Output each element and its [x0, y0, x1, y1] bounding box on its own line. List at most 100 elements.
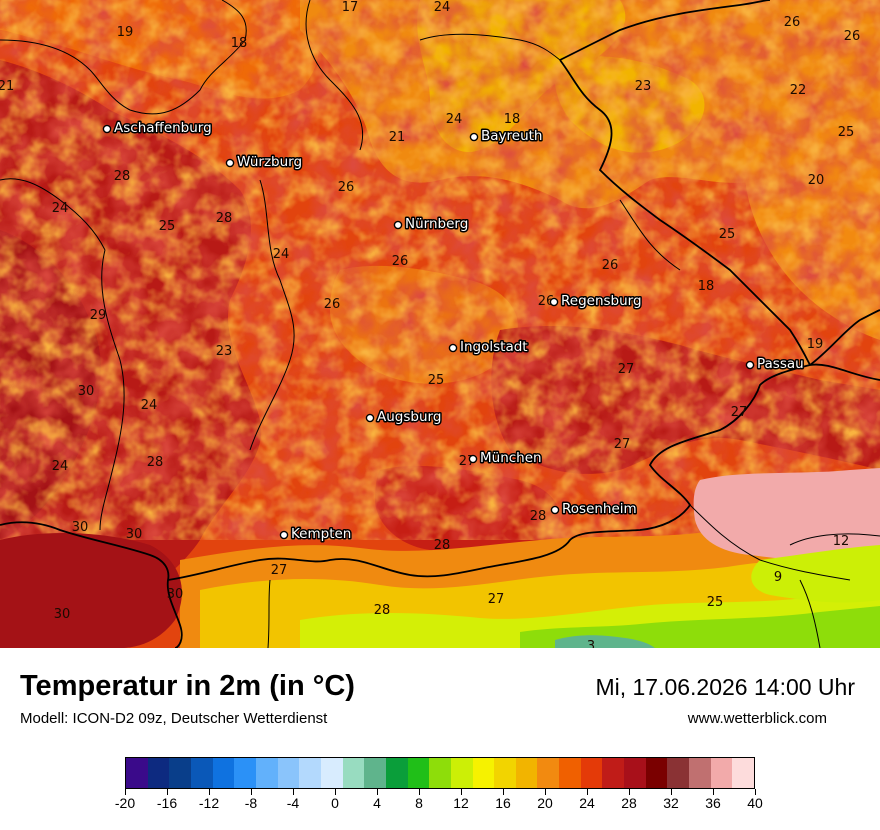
temp-value-label: 3	[587, 639, 595, 648]
color-scale-segment	[169, 758, 191, 788]
temp-value-label: 28	[114, 169, 131, 184]
color-scale-tick	[628, 789, 630, 795]
temp-value-label: 28	[530, 509, 547, 524]
color-scale-segment	[320, 758, 343, 788]
color-scale-tick-label: -16	[156, 795, 178, 811]
color-scale-segment	[537, 758, 560, 788]
city-label: Rosenheim	[562, 501, 637, 517]
temp-value-label: 19	[807, 337, 824, 352]
color-scale-tick-label: 32	[663, 795, 679, 811]
temp-value-label: 26	[538, 294, 555, 309]
color-scale-segment	[342, 758, 365, 788]
city-dot	[225, 158, 235, 168]
color-scale-tick-label: -8	[244, 795, 258, 811]
temp-value-label: 27	[614, 437, 631, 452]
color-scale-tick-label: 12	[453, 795, 469, 811]
temp-value-label: 27	[731, 405, 748, 420]
temp-value-label: 28	[216, 211, 233, 226]
city-label: Bayreuth	[481, 128, 543, 144]
temp-value-label: 29	[90, 308, 107, 323]
temp-value-label: 26	[784, 15, 801, 30]
temp-value-label: 28	[147, 455, 164, 470]
temp-value-label: 27	[488, 592, 505, 607]
temp-value-label: 12	[833, 534, 850, 549]
temp-value-label: 25	[428, 373, 445, 388]
temp-value-label: 25	[719, 227, 736, 242]
website-link[interactable]: www.wetterblick.com	[687, 710, 827, 727]
temperature-labels: 17 24 19 18 26 26 21 23 22 24 18 21 25 28 20 26 24 28 25 25…	[0, 0, 860, 648]
color-scale-tick	[376, 789, 378, 795]
temp-zone-southwest	[0, 533, 182, 648]
temp-value-label: 18	[231, 36, 248, 51]
city-label: Aschaffenburg	[114, 120, 212, 136]
color-scale-segment	[126, 758, 148, 788]
color-scale-tick	[544, 789, 546, 795]
temp-value-label: 25	[707, 595, 724, 610]
temp-value-label: 27	[618, 362, 635, 377]
temp-value-label: 21	[389, 130, 406, 145]
color-scale-segment	[602, 758, 625, 788]
temp-value-label: 19	[117, 25, 134, 40]
temp-value-label: 25	[838, 125, 855, 140]
color-scale-segment	[450, 758, 473, 788]
city-label: Ingolstadt	[460, 339, 528, 355]
color-scale-tick	[208, 789, 210, 795]
city-dot	[745, 360, 755, 370]
color-scale-segment	[494, 758, 516, 788]
temp-value-label: 18	[504, 112, 521, 127]
temp-value-label: 23	[635, 79, 652, 94]
temp-value-label: 27	[271, 563, 288, 578]
state-borders	[0, 0, 880, 648]
color-scale-segment	[277, 758, 300, 788]
color-scale-tick-label: 8	[415, 795, 423, 811]
color-scale-tick-label: 28	[621, 795, 637, 811]
model-info: Modell: ICON-D2 09z, Deutscher Wetterdie…	[20, 710, 328, 727]
temp-value-label: 21	[0, 79, 14, 94]
color-scale-tick-label: 36	[705, 795, 721, 811]
temp-value-label: 23	[216, 344, 233, 359]
color-scale-tick	[586, 789, 588, 795]
temp-value-label: 30	[126, 527, 143, 542]
city-label: Regensburg	[561, 293, 642, 309]
temp-value-label: 24	[52, 459, 69, 474]
temp-value-label: 28	[374, 603, 391, 618]
temp-value-label: 24	[434, 0, 451, 15]
temp-value-label: 24	[52, 201, 69, 216]
city-dot	[393, 220, 403, 230]
temp-value-label: 30	[72, 520, 89, 535]
color-scale-tick-label: 20	[537, 795, 553, 811]
color-scale-tick	[166, 789, 168, 795]
city-label: Augsburg	[377, 409, 441, 425]
temp-value-label: 17	[342, 0, 359, 15]
temp-value-label: 30	[167, 587, 184, 602]
city-dot	[468, 454, 478, 464]
color-scale-tick	[292, 789, 294, 795]
color-scale-tick	[712, 789, 714, 795]
color-scale-tick	[460, 789, 462, 795]
temp-value-label: 30	[54, 607, 71, 622]
city-dot	[549, 297, 559, 307]
map-title: Temperatur in 2m (in °C)	[20, 670, 355, 702]
city-label: Nürnberg	[405, 216, 468, 232]
temp-value-label: 30	[78, 384, 95, 399]
color-scale-segment	[710, 758, 733, 788]
color-scale-tick	[502, 789, 504, 795]
temp-value-label: 24	[446, 112, 463, 127]
color-scale-segment	[429, 758, 451, 788]
color-scale-segment	[190, 758, 213, 788]
color-scale-ticks: -20 -16 -12 -8 -4 0 4 8 12 16 20 24 28 32 36 40	[115, 789, 763, 819]
city-dot	[550, 505, 560, 515]
color-scale-segment	[667, 758, 690, 788]
color-scale-segment	[624, 758, 646, 788]
color-scale-tick	[250, 789, 252, 795]
temp-zone-alps-east-pink	[693, 468, 880, 563]
city-dot	[365, 413, 375, 423]
temp-value-label: 25	[159, 219, 176, 234]
color-scale-tick	[754, 789, 756, 795]
color-scale-tick-label: 40	[747, 795, 763, 811]
color-scale-tick	[124, 789, 126, 795]
temp-value-label: 26	[602, 258, 619, 273]
city-label: Passau	[757, 356, 804, 372]
color-scale-segment	[732, 758, 755, 788]
color-scale-segment	[645, 758, 668, 788]
